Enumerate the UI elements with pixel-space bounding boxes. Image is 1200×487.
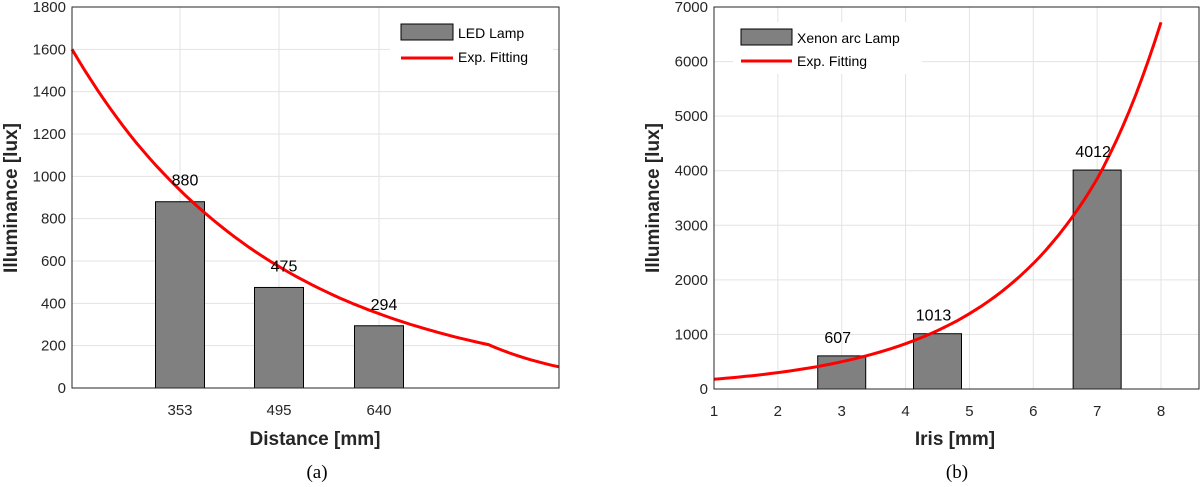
y-tick-label-a: 600	[41, 253, 66, 270]
data-label-a: 880	[172, 173, 199, 190]
chart-a: 0 200 400 600 800 1000 1200 1400 1600 1800 353 495 6…	[1, 0, 560, 483]
x-tick-label-b: 8	[1157, 403, 1165, 420]
data-label-b: 4012	[1075, 144, 1111, 161]
bar-xenon-arc-lamp	[913, 333, 962, 390]
data-label-b: 1013	[916, 308, 952, 325]
y-tick-label-b: 1000	[675, 326, 708, 343]
legend-label-led-lamp: LED Lamp	[458, 25, 524, 41]
y-tick-label-a: 800	[41, 211, 66, 228]
y-tick-label-a: 1200	[33, 126, 66, 143]
chart-b: 0 1000 2000 3000 4000 5000 6000 7000 1 2 3 4 5 6 7 8 60…	[643, 0, 1200, 483]
y-tick-label-a: 1800	[33, 0, 66, 16]
x-axis-label-b: Iris [mm]	[915, 429, 995, 450]
x-tick-label-b: 2	[774, 403, 782, 420]
y-tick-label-b: 5000	[675, 108, 708, 125]
x-tick-label-b: 5	[965, 403, 973, 420]
x-tick-label-a: 495	[266, 402, 291, 419]
y-tick-label-b: 2000	[675, 272, 708, 289]
bar-led-lamp	[254, 286, 304, 389]
data-label-a: 294	[371, 297, 398, 314]
y-tick-label-b: 3000	[675, 217, 708, 234]
plot-frame-a	[71, 6, 560, 389]
y-tick-label-a: 0	[58, 380, 66, 397]
x-axis-label-a: Distance [mm]	[250, 429, 381, 450]
x-tick-label-a: 640	[366, 402, 391, 419]
legend-a: LED Lamp Exp. Fitting	[390, 15, 553, 71]
bar-led-lamp	[155, 201, 205, 389]
y-axis-label-a: Illuminance [lux]	[1, 123, 22, 273]
legend-swatch-xenon-arc-lamp	[740, 28, 793, 46]
legend-swatch-led-lamp	[400, 23, 454, 41]
legend-label-exp-fitting-a: Exp. Fitting	[458, 49, 528, 65]
fit-curve-a	[70, 48, 560, 369]
x-tick-label-a: 353	[167, 402, 192, 419]
y-tick-label-b: 6000	[675, 54, 708, 71]
y-tick-label-a: 1600	[33, 41, 66, 58]
legend-label-xenon-arc-lamp: Xenon arc Lamp	[797, 30, 900, 46]
legend-b: Xenon arc Lamp Exp. Fitting	[733, 22, 922, 74]
y-axis-label-b: Illuminance [lux]	[643, 123, 664, 273]
y-tick-label-b: 4000	[675, 163, 708, 180]
data-label-a: 475	[271, 258, 298, 275]
y-tick-label-a: 200	[41, 338, 66, 355]
y-tick-label-a: 400	[41, 295, 66, 312]
y-tick-label-b: 0	[700, 381, 708, 398]
x-tick-label-b: 1	[710, 403, 718, 420]
bar-xenon-arc-lamp	[817, 355, 867, 390]
x-tick-label-b: 7	[1093, 403, 1101, 420]
bar-led-lamp	[354, 325, 404, 389]
fit-curve-b	[713, 21, 1163, 381]
y-tick-label-a: 1400	[33, 84, 66, 101]
plot-frame-b	[713, 6, 1200, 390]
x-tick-label-b: 4	[901, 403, 909, 420]
legend-label-exp-fitting-b: Exp. Fitting	[797, 53, 867, 69]
caption-a: (a)	[306, 462, 327, 483]
x-tick-label-b: 6	[1029, 403, 1037, 420]
caption-b: (b)	[946, 462, 968, 483]
y-tick-label-b: 7000	[675, 0, 708, 16]
data-label-b: 607	[824, 330, 851, 347]
y-tick-label-a: 1000	[33, 168, 66, 185]
x-tick-label-b: 3	[838, 403, 846, 420]
